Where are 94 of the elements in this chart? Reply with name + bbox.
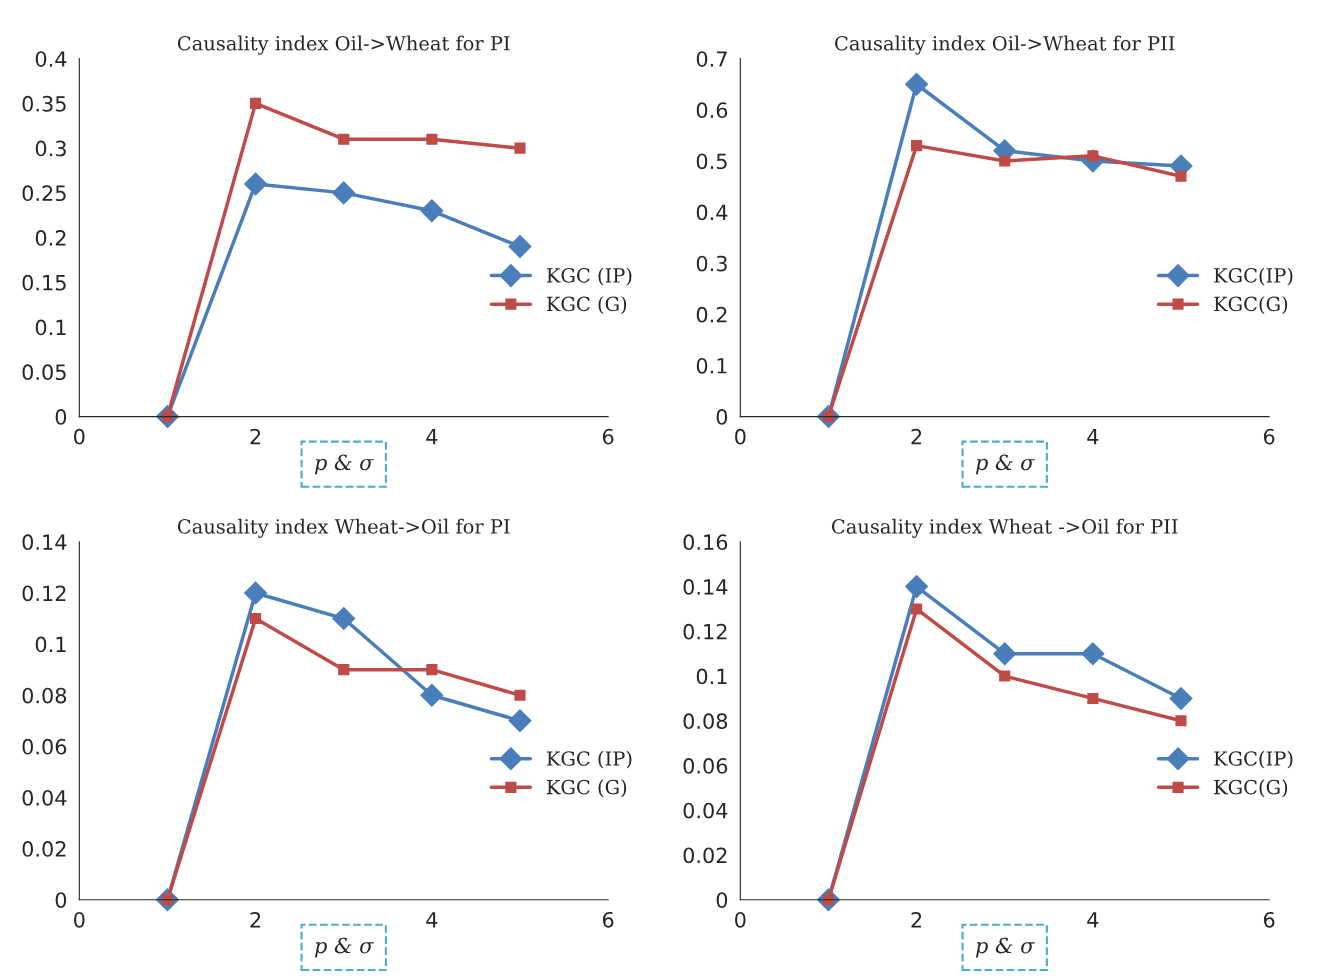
legend-label: KGC (G) bbox=[546, 296, 627, 314]
chart-title: Causality index Wheat ->Oil for PII bbox=[831, 518, 1178, 538]
legend-label: KGC(G) bbox=[1214, 779, 1288, 798]
legend-label: KGC(G) bbox=[1214, 296, 1288, 314]
y-tick-label: 0.16 bbox=[683, 534, 728, 551]
x-axis-title: p & σ bbox=[314, 454, 374, 475]
point bbox=[999, 155, 1011, 167]
point bbox=[420, 683, 444, 707]
chart-title: Causality index Wheat->Oil for PI bbox=[177, 518, 510, 538]
x-tick-label: 0 bbox=[735, 911, 746, 928]
x-tick-label: 2 bbox=[250, 911, 261, 928]
y-tick-label: 0.1 bbox=[696, 668, 727, 685]
y-tick-label: 0.14 bbox=[22, 534, 67, 551]
y-tick-label: 0.12 bbox=[683, 623, 727, 640]
y-tick-label: 0 bbox=[716, 892, 728, 908]
x-tick-label: 0 bbox=[735, 428, 746, 445]
point bbox=[999, 670, 1011, 682]
legend-label: KGC(IP) bbox=[1214, 750, 1293, 769]
point bbox=[1175, 715, 1187, 727]
x-tick-label: 6 bbox=[602, 911, 614, 928]
x-axis-title: p & σ bbox=[314, 937, 374, 958]
y-tick-label: 0.3 bbox=[696, 255, 727, 272]
y-tick-label: 0.06 bbox=[22, 738, 67, 755]
x-tick-label: 2 bbox=[911, 911, 922, 928]
y-tick-label: 0.1 bbox=[696, 357, 727, 374]
x-tick-label: 4 bbox=[1087, 429, 1099, 445]
y-tick-label: 0.1 bbox=[35, 319, 66, 336]
point bbox=[905, 575, 929, 599]
point bbox=[911, 603, 923, 615]
y-tick-label: 0.35 bbox=[22, 95, 66, 112]
y-tick-label: 0.25 bbox=[22, 185, 66, 202]
point bbox=[426, 664, 438, 676]
point bbox=[332, 181, 356, 205]
y-tick-label: 0.4 bbox=[35, 51, 67, 67]
point bbox=[905, 72, 929, 96]
x-tick-label: 0 bbox=[74, 911, 85, 928]
y-tick-label: 0.12 bbox=[22, 585, 66, 602]
x-tick-label: 6 bbox=[1263, 911, 1275, 928]
y-tick-label: 0.4 bbox=[696, 204, 728, 221]
y-tick-label: 0.2 bbox=[696, 306, 727, 323]
point bbox=[1169, 686, 1193, 710]
x-tick-label: 2 bbox=[911, 428, 922, 445]
y-tick-label: 0.15 bbox=[22, 274, 66, 291]
x-tick-label: 4 bbox=[426, 429, 438, 445]
y-tick-label: 0.05 bbox=[22, 364, 66, 381]
point bbox=[244, 172, 268, 196]
x-tick-label: 6 bbox=[1263, 428, 1275, 445]
y-tick-label: 0.1 bbox=[35, 636, 66, 653]
point bbox=[911, 140, 923, 152]
y-tick-label: 0.06 bbox=[683, 758, 728, 774]
y-tick-label: 0.08 bbox=[683, 713, 728, 730]
x-tick-label: 0 bbox=[74, 428, 85, 445]
y-tick-label: 0 bbox=[55, 892, 67, 908]
point bbox=[508, 235, 532, 259]
point bbox=[1175, 170, 1187, 182]
y-tick-label: 0.2 bbox=[35, 230, 66, 246]
y-tick-label: 0.6 bbox=[696, 102, 728, 119]
y-tick-label: 0.3 bbox=[35, 140, 66, 157]
y-tick-label: 0.5 bbox=[696, 153, 727, 170]
point bbox=[514, 689, 526, 701]
point bbox=[420, 199, 444, 223]
point bbox=[508, 709, 532, 733]
y-tick-label: 0.02 bbox=[683, 847, 727, 864]
legend-label: KGC (G) bbox=[546, 779, 627, 798]
x-tick-label: 2 bbox=[250, 428, 261, 445]
point bbox=[338, 133, 350, 145]
point bbox=[338, 664, 350, 676]
point bbox=[514, 142, 526, 154]
y-tick-label: 0.7 bbox=[696, 51, 727, 67]
legend-label: KGC (IP) bbox=[546, 750, 632, 769]
x-axis-title: p & σ bbox=[975, 454, 1035, 475]
point bbox=[250, 97, 262, 109]
y-tick-label: 0 bbox=[55, 409, 67, 425]
point bbox=[244, 581, 268, 605]
point bbox=[426, 133, 438, 145]
chart-title: Causality index Oil->Wheat for PII bbox=[835, 35, 1175, 55]
y-tick-label: 0.04 bbox=[22, 789, 67, 806]
point bbox=[993, 642, 1017, 666]
point bbox=[332, 607, 356, 631]
point bbox=[250, 612, 262, 625]
chart-title: Causality index Oil->Wheat for PI bbox=[177, 35, 510, 55]
x-axis-title: p & σ bbox=[975, 937, 1035, 958]
y-tick-label: 0.02 bbox=[22, 841, 66, 857]
x-tick-label: 4 bbox=[1087, 912, 1099, 928]
y-tick-label: 0.04 bbox=[683, 802, 728, 819]
y-tick-label: 0 bbox=[716, 409, 728, 425]
y-tick-label: 0.14 bbox=[683, 579, 728, 595]
y-tick-label: 0.08 bbox=[22, 687, 67, 704]
x-tick-label: 4 bbox=[426, 912, 438, 928]
point bbox=[1081, 642, 1105, 666]
legend-label: KGC (IP) bbox=[546, 267, 632, 286]
point bbox=[1087, 692, 1099, 704]
x-tick-label: 6 bbox=[602, 428, 614, 445]
legend-label: KGC(IP) bbox=[1214, 267, 1293, 286]
